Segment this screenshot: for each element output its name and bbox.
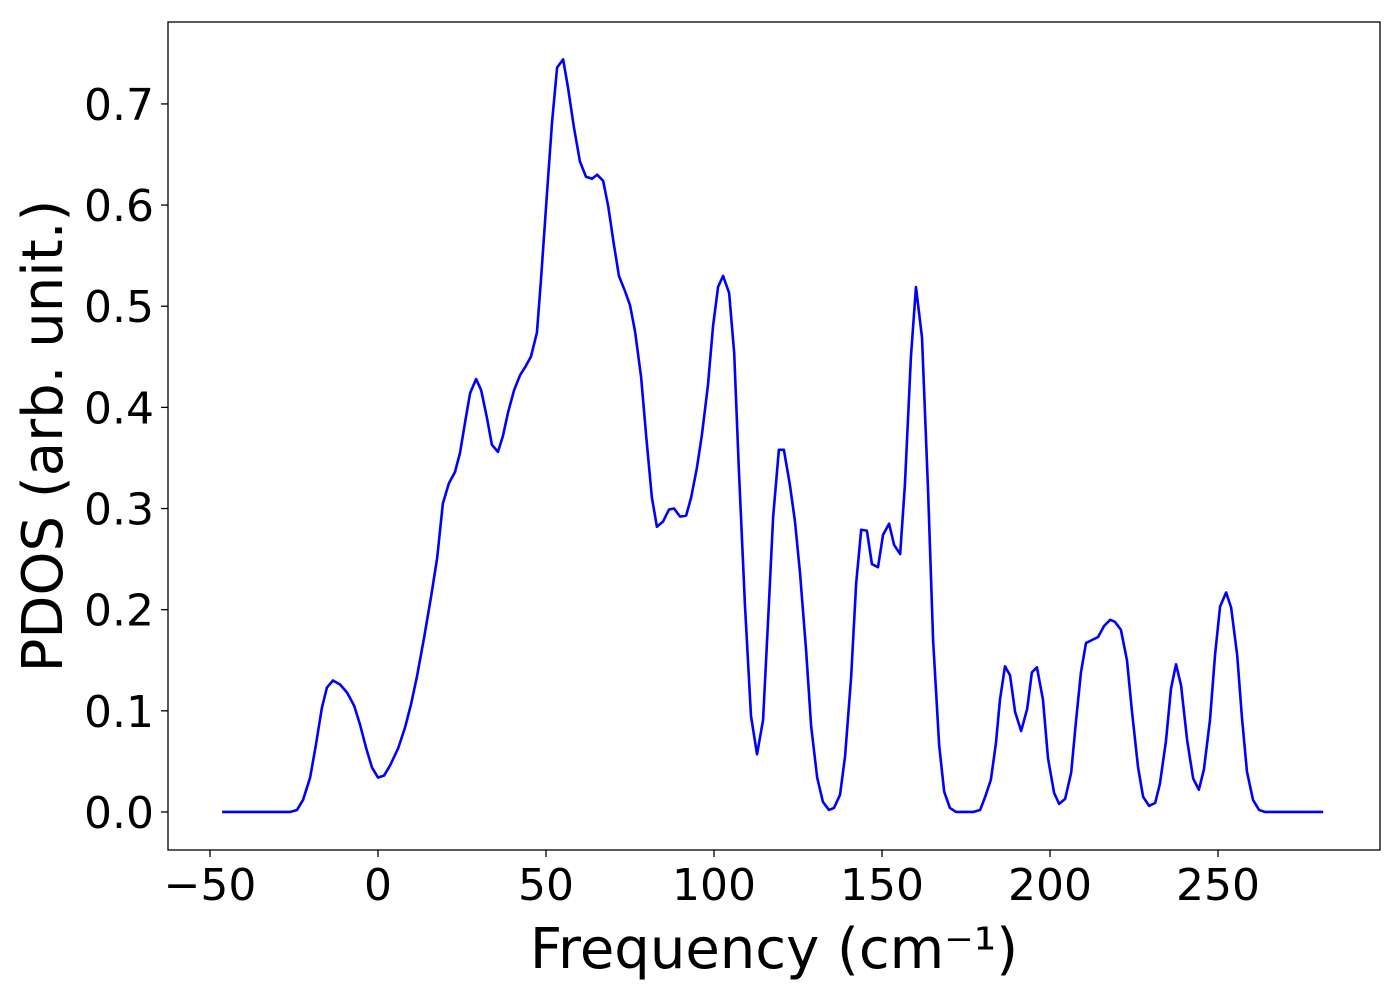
y-tick-label: 0.3 xyxy=(84,485,154,536)
x-tick-label: 200 xyxy=(1008,860,1092,911)
line-series xyxy=(222,58,1324,814)
y-tick-label: 0.2 xyxy=(84,586,154,637)
x-tick-label: 50 xyxy=(518,860,574,911)
y-axis-label: PDOS (arb. unit.) xyxy=(11,200,76,673)
y-tick-label: 0.1 xyxy=(84,687,154,738)
x-tick-label: 100 xyxy=(672,860,756,911)
y-tick-label: 0.7 xyxy=(84,80,154,131)
y-tick-label: 0.5 xyxy=(84,282,154,333)
plot-frame xyxy=(167,21,1381,851)
x-tick-label: −50 xyxy=(164,860,257,911)
x-axis-label: Frequency (cm⁻¹) xyxy=(530,917,1018,982)
y-tick-label: 0.0 xyxy=(84,788,154,839)
x-tick-label: 150 xyxy=(840,860,924,911)
x-tick-label: 250 xyxy=(1176,860,1260,911)
x-tick-label: 0 xyxy=(364,860,392,911)
y-tick-label: 0.4 xyxy=(84,383,154,434)
y-tick-label: 0.6 xyxy=(84,181,154,232)
